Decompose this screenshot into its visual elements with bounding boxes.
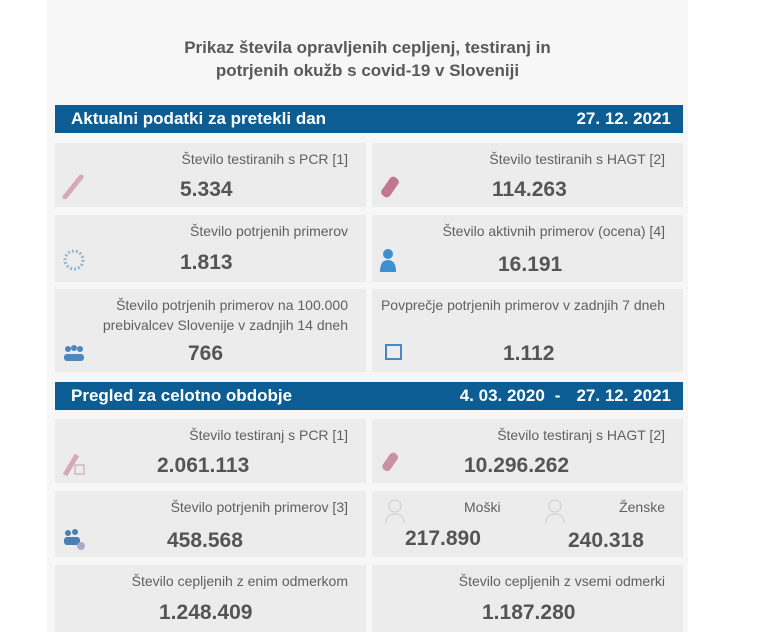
card-value: 2.061.113 xyxy=(157,454,250,477)
card-value: 10.296.262 xyxy=(464,454,570,477)
card-label: Število testiranih s PCR [1] xyxy=(181,151,348,167)
card-active-daily: Število aktivnih primerov (ocena) [4] 16… xyxy=(372,215,683,282)
card-gender: Moški Ženske 217.890 240.318 xyxy=(372,491,683,557)
date-to: 27. 12. 2021 xyxy=(576,386,671,405)
card-hagt-total: Število testiranj s HAGT [2] 10.296.262 xyxy=(372,419,683,483)
date-from: 4. 03. 2020 xyxy=(459,386,545,405)
card-value: 458.568 xyxy=(167,529,243,552)
card-label: Število cepljenih z enim odmerkom xyxy=(131,573,348,589)
test-tube-icon xyxy=(62,174,84,199)
card-label: Število testiranih s HAGT [2] xyxy=(489,151,665,167)
total-header: Pregled za celotno obdobje 4. 03. 2020-2… xyxy=(55,382,683,410)
male-label: Moški xyxy=(464,499,501,515)
test-tube-calendar-icon xyxy=(62,453,85,477)
card-label: Povprečje potrjenih primerov v zadnjih 7… xyxy=(380,297,665,313)
card-label: Število potrjenih primerov na 100.000 pr… xyxy=(102,297,348,333)
card-label: Število potrjenih primerov xyxy=(190,223,348,239)
card-label: Število testiranj s HAGT [2] xyxy=(497,427,665,443)
card-hagt-daily: Število testiranih s HAGT [2] 114.263 xyxy=(372,143,683,207)
card-value: 16.191 xyxy=(498,253,563,276)
female-icon xyxy=(545,499,565,523)
card-value: 114.263 xyxy=(492,178,567,201)
daily-header-title: Aktualni podatki za pretekli dan xyxy=(71,109,327,128)
card-label: Število testiranj s PCR [1] xyxy=(189,427,348,443)
card-confirmed-daily: Število potrjenih primerov 1.813 xyxy=(55,215,366,282)
group-icon xyxy=(64,345,84,361)
card-label: Število potrjenih primerov [3] xyxy=(170,499,348,515)
calendar-icon xyxy=(385,344,402,360)
card-vaccinated-one: Število cepljenih z enim odmerkom 1.248.… xyxy=(55,565,366,632)
male-value: 217.890 xyxy=(405,527,481,550)
daily-header: Aktualni podatki za pretekli dan 27. 12.… xyxy=(55,105,683,133)
card-value: 5.334 xyxy=(180,178,233,201)
person-icon xyxy=(380,249,396,272)
card-value: 1.248.409 xyxy=(159,601,253,624)
card-value: 1.112 xyxy=(503,342,555,365)
rapid-test-icon xyxy=(381,176,399,198)
daily-date: 27. 12. 2021 xyxy=(576,109,671,128)
male-icon xyxy=(385,499,405,523)
card-avg7: Povprečje potrjenih primerov v zadnjih 7… xyxy=(372,289,683,372)
date-separator: - xyxy=(554,386,561,405)
card-label: Število aktivnih primerov (ocena) [4] xyxy=(442,223,665,239)
title-line-2: potrjenih okužb s covid-19 v Sloveniji xyxy=(215,61,520,80)
card-value: 1.187.280 xyxy=(482,601,576,624)
virus-icon xyxy=(63,249,85,271)
title-line-1: Prikaz števila opravljenih cepljenj, tes… xyxy=(184,38,551,57)
card-label: Število cepljenih z vsemi odmerki xyxy=(458,573,665,589)
card-per100k: Število potrjenih primerov na 100.000 pr… xyxy=(55,289,366,372)
card-confirmed-total: Število potrjenih primerov [3] 458.568 xyxy=(55,491,366,557)
total-date-range: 4. 03. 2020-27. 12. 2021 xyxy=(454,386,671,406)
card-vaccinated-all: Število cepljenih z vsemi odmerki 1.187.… xyxy=(372,565,683,632)
card-value: 766 xyxy=(188,342,224,365)
card-pcr-total: Število testiranj s PCR [1] 2.061.113 xyxy=(55,419,366,483)
total-header-title: Pregled za celotno obdobje xyxy=(71,386,293,405)
rapid-test-calendar-icon xyxy=(382,452,399,472)
female-label: Ženske xyxy=(619,499,665,515)
group-plus-icon xyxy=(64,529,85,550)
card-value: 1.813 xyxy=(180,251,233,274)
card-pcr-daily: Število testiranih s PCR [1] 5.334 xyxy=(55,143,366,207)
female-value: 240.318 xyxy=(568,529,644,552)
page-title: Prikaz števila opravljenih cepljenj, tes… xyxy=(47,36,688,82)
